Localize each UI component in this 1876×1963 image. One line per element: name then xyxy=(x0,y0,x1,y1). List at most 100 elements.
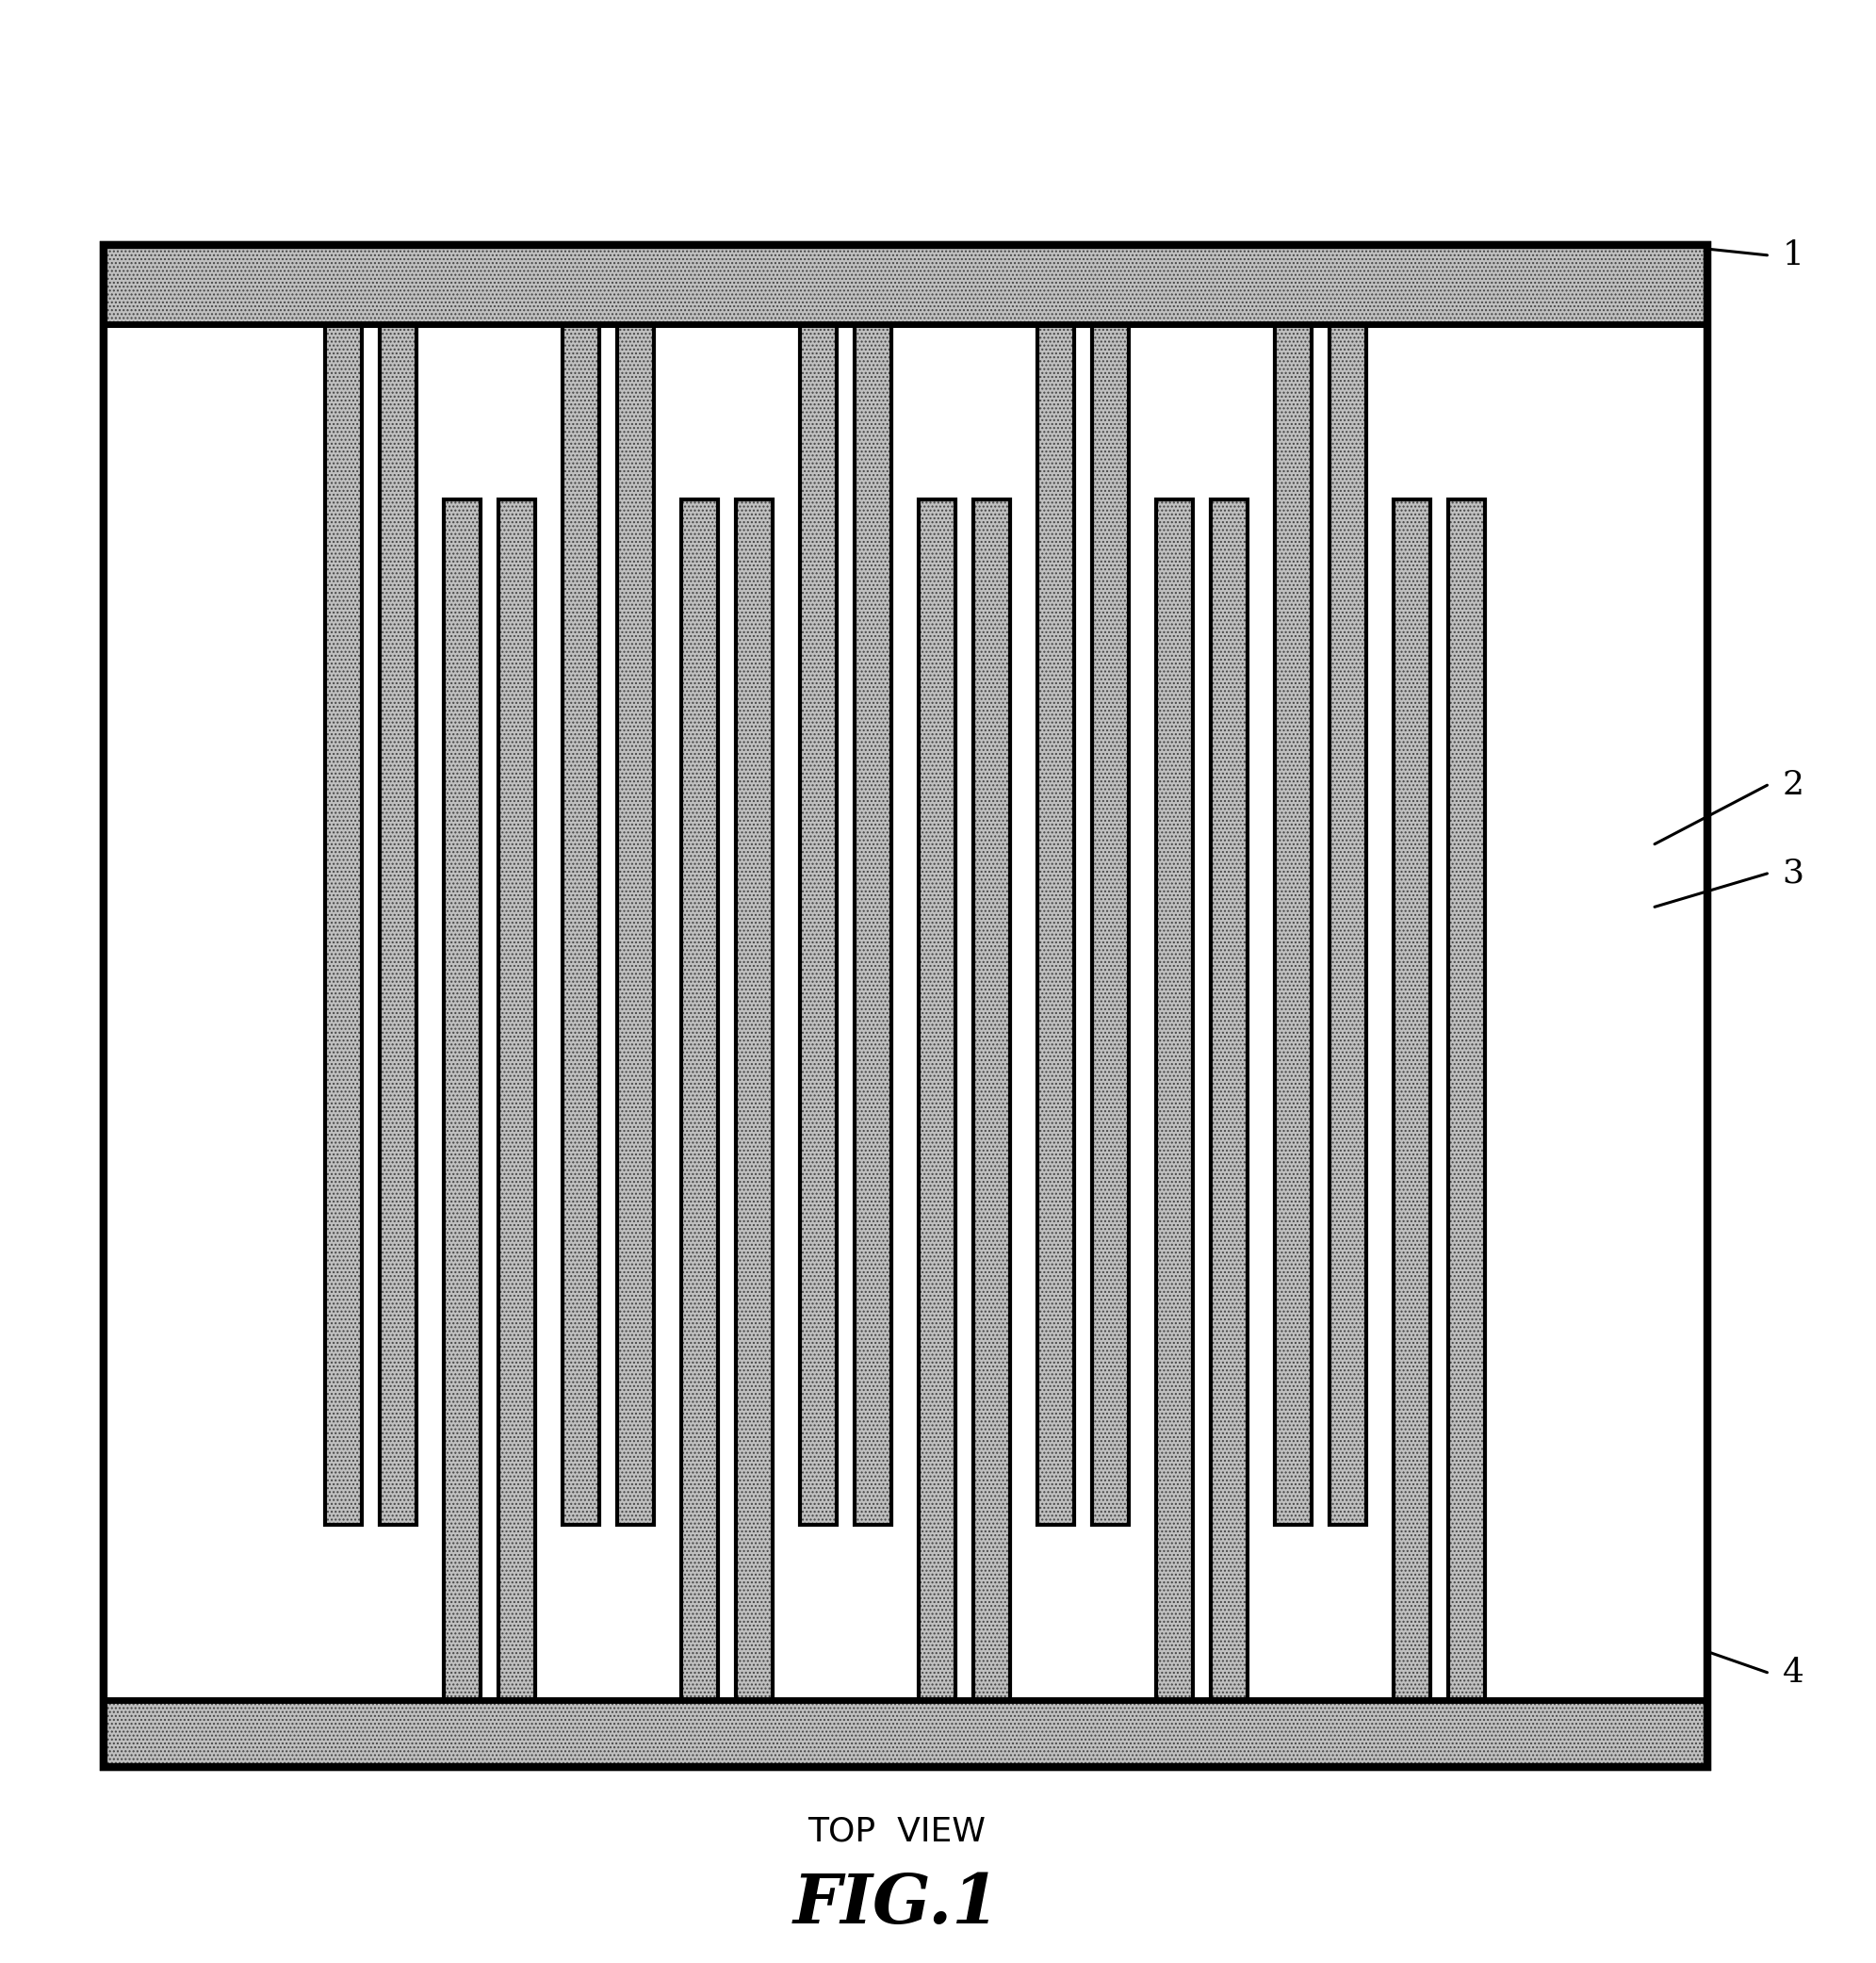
Bar xyxy=(445,499,480,1700)
Bar xyxy=(855,324,891,1525)
Bar xyxy=(735,499,773,1700)
Bar xyxy=(103,245,1707,324)
Bar xyxy=(799,324,837,1525)
Bar xyxy=(1311,324,1330,1525)
Bar xyxy=(445,324,535,499)
Bar xyxy=(681,499,719,1700)
Bar xyxy=(919,499,955,1700)
Bar xyxy=(1394,499,1431,1700)
Bar xyxy=(499,499,535,1700)
Bar xyxy=(445,499,480,1700)
Bar xyxy=(617,324,655,1525)
Bar xyxy=(799,324,837,1525)
Bar xyxy=(379,324,416,1525)
Bar xyxy=(103,324,1707,1700)
Bar xyxy=(855,324,891,1525)
Bar xyxy=(325,324,362,1525)
Bar xyxy=(103,1700,1707,1767)
Bar xyxy=(600,324,617,1525)
Bar xyxy=(974,499,1011,1700)
Bar xyxy=(325,324,362,1525)
Bar xyxy=(681,324,773,499)
Bar xyxy=(379,324,416,1525)
Bar xyxy=(480,499,499,1700)
Text: 3: 3 xyxy=(1782,858,1805,889)
Bar xyxy=(1276,324,1311,1525)
Bar xyxy=(617,324,655,1525)
Bar xyxy=(1394,499,1431,1700)
Bar xyxy=(974,499,1011,1700)
Bar xyxy=(1394,499,1431,1700)
Bar xyxy=(955,499,974,1700)
Bar xyxy=(445,499,480,1700)
Bar xyxy=(919,499,955,1700)
Bar xyxy=(499,499,535,1700)
Bar xyxy=(1330,324,1366,1525)
Bar xyxy=(103,245,1707,1767)
Bar xyxy=(563,324,600,1525)
Bar xyxy=(1075,324,1092,1525)
Bar xyxy=(919,324,1011,499)
Bar xyxy=(1092,324,1129,1525)
Bar xyxy=(1092,324,1129,1525)
Bar xyxy=(735,499,773,1700)
Bar xyxy=(1276,324,1311,1525)
Bar xyxy=(103,245,1707,1767)
Text: 4: 4 xyxy=(1782,1657,1805,1688)
Bar xyxy=(719,499,735,1700)
Text: 2: 2 xyxy=(1782,769,1805,801)
Bar xyxy=(379,324,416,1525)
Bar xyxy=(617,324,655,1525)
Bar xyxy=(1394,324,1486,499)
Bar xyxy=(1448,499,1486,1700)
Bar xyxy=(103,245,1707,324)
Bar xyxy=(919,499,955,1700)
Bar xyxy=(563,324,600,1525)
Bar xyxy=(1330,324,1366,1525)
Bar xyxy=(362,324,379,1525)
Bar xyxy=(891,324,919,1700)
Bar xyxy=(1276,1525,1366,1700)
Bar xyxy=(563,1525,655,1700)
Bar xyxy=(1037,324,1075,1525)
Text: 1: 1 xyxy=(1782,239,1805,271)
Bar xyxy=(1156,499,1193,1700)
Bar xyxy=(1248,324,1276,1700)
Bar xyxy=(735,499,773,1700)
Bar xyxy=(1156,499,1193,1700)
Bar xyxy=(1448,499,1486,1700)
Bar xyxy=(681,499,719,1700)
Bar xyxy=(1037,1525,1129,1700)
Bar xyxy=(1193,499,1210,1700)
Bar xyxy=(855,324,891,1525)
Bar xyxy=(563,324,600,1525)
Bar xyxy=(773,324,799,1700)
Bar xyxy=(655,324,681,1700)
Bar xyxy=(1156,324,1248,499)
Bar xyxy=(325,324,362,1525)
Bar xyxy=(974,499,1011,1700)
Bar xyxy=(1156,499,1193,1700)
Bar xyxy=(103,324,325,1700)
Bar xyxy=(1276,324,1311,1525)
Bar xyxy=(325,1525,416,1700)
Bar xyxy=(681,499,719,1700)
Bar xyxy=(1486,324,1707,1700)
Bar xyxy=(103,245,1707,1767)
Bar xyxy=(1037,324,1075,1525)
Bar xyxy=(1448,499,1486,1700)
Bar xyxy=(1210,499,1248,1700)
Bar xyxy=(103,245,1707,1767)
Bar xyxy=(799,324,837,1525)
Bar xyxy=(1431,499,1448,1700)
Bar xyxy=(1092,324,1129,1525)
Bar xyxy=(103,245,1707,324)
Bar xyxy=(1129,324,1156,1700)
Bar xyxy=(799,1525,891,1700)
Bar xyxy=(837,324,855,1525)
Bar xyxy=(1210,499,1248,1700)
Bar xyxy=(535,324,563,1700)
Bar xyxy=(1037,324,1075,1525)
Bar xyxy=(103,1700,1707,1767)
Text: TOP  VIEW: TOP VIEW xyxy=(809,1816,985,1847)
